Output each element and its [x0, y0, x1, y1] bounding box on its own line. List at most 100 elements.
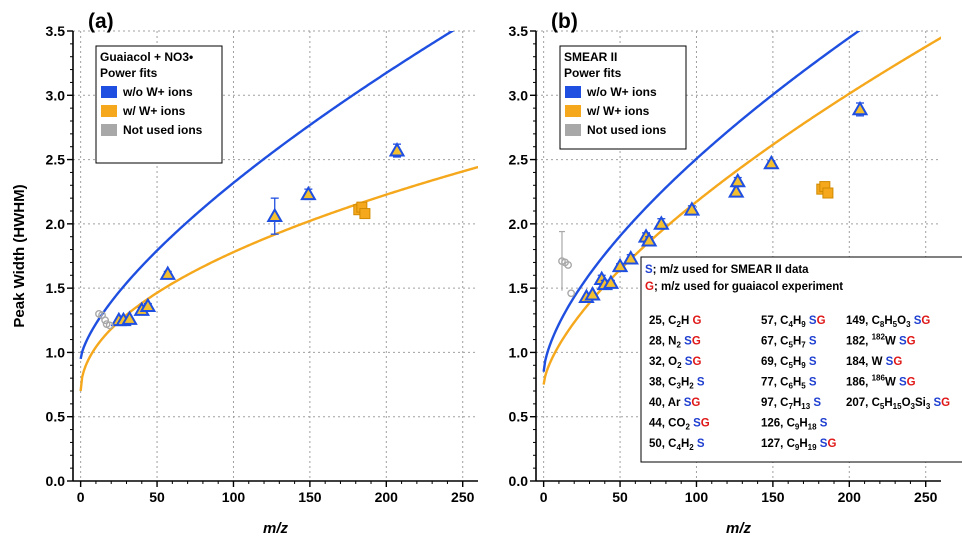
- text-run: S: [809, 377, 817, 389]
- text-run: O: [902, 397, 911, 409]
- text-run: 4: [789, 320, 794, 329]
- wo-ion-point: [683, 201, 701, 216]
- mz-table-entry: 28, N2 SG: [649, 336, 701, 350]
- text-run: 2: [677, 361, 682, 370]
- text-run: O: [897, 315, 906, 327]
- text-run: S: [809, 315, 817, 327]
- mz-table-entry: 38, C3H2 S: [649, 377, 705, 391]
- text-run: G: [701, 418, 710, 430]
- legend-box: [95, 45, 223, 164]
- panel-label: (a): [88, 10, 114, 33]
- text-run: 2: [689, 382, 694, 391]
- legend-title: Guaiacol + NO3•: [100, 50, 193, 64]
- text-run: G: [921, 315, 930, 327]
- text-run: S: [899, 336, 907, 348]
- text-run: H: [793, 397, 801, 409]
- wo-ion-point: [584, 286, 601, 301]
- text-run: 19: [808, 443, 817, 452]
- text-run: 4: [677, 443, 682, 452]
- text-run: S: [684, 336, 692, 348]
- legend-title: Power fits: [100, 66, 158, 80]
- chart-panel-1: 0 50 100 150 200 250 0.0 0.5 1.0 1.5 2.0 2.5 3.0 3.5 m…: [11, 10, 478, 537]
- x-tick-label: 250: [451, 489, 475, 505]
- wo-ion-point: [602, 274, 620, 289]
- text-run: 3: [926, 402, 931, 411]
- mz-table-entry: 149, C8H5O3 SG: [846, 315, 930, 329]
- y-tick-label: 1.5: [509, 280, 529, 296]
- text-run: H: [681, 377, 689, 389]
- text-run: 8: [880, 320, 885, 329]
- text-run: S: [914, 315, 922, 327]
- wo-ion-point: [622, 250, 639, 265]
- y-tick-label: 3.0: [46, 87, 66, 103]
- text-run: 67, C: [761, 336, 789, 348]
- y-tick-label: 0.5: [509, 409, 529, 425]
- mz-table-entry: 184, W SG: [846, 356, 902, 368]
- y-tick-label: 3.5: [46, 23, 66, 39]
- text-run: S: [697, 377, 705, 389]
- fit-line: [79, 31, 455, 360]
- w-ion-point: [822, 187, 834, 199]
- x-tick-label: 0: [77, 489, 85, 505]
- text-run: 50, C: [649, 438, 677, 450]
- legend-swatch: [565, 105, 581, 117]
- panel-label: (b): [551, 10, 578, 33]
- text-run: S: [645, 264, 653, 276]
- text-run: G: [692, 315, 701, 327]
- y-tick-label: 1.0: [509, 344, 529, 360]
- text-run: 186: [872, 374, 886, 383]
- y-axis-title: Peak Width (HWHM): [11, 184, 28, 327]
- x-tick-label: 100: [685, 489, 709, 505]
- wo-ion-point: [139, 297, 157, 313]
- unused-ion-point: [105, 321, 114, 330]
- legend-entry: Not used ions: [587, 123, 667, 137]
- wo-ion-point: [640, 232, 658, 247]
- x-tick-label: 0: [540, 489, 548, 505]
- text-run: S: [685, 356, 693, 368]
- text-run: 182: [872, 333, 886, 342]
- wo-ion-point: [159, 265, 176, 280]
- text-run: G: [827, 438, 836, 450]
- plot-area: [542, 31, 941, 385]
- mz-table-entry: 25, C2H G: [649, 315, 701, 329]
- text-run: 6: [789, 382, 794, 391]
- text-run: S: [934, 397, 942, 409]
- wo-ion-point: [300, 185, 317, 201]
- x-tick-label: 250: [914, 489, 938, 505]
- mz-table-header: S; m/z used for SMEAR II data: [645, 264, 809, 276]
- text-run: S: [693, 418, 701, 430]
- text-run: 3: [677, 382, 682, 391]
- y-tick-label: 0.5: [46, 409, 66, 425]
- legend-title: SMEAR II: [564, 50, 617, 64]
- mz-table-entry: 32, O2 SG: [649, 356, 701, 370]
- mz-table-entry: 207, C5H15O3Si3 SG: [846, 397, 950, 411]
- text-run: ; m/z used for SMEAR II data: [653, 264, 810, 276]
- text-run: 7: [801, 341, 806, 350]
- text-run: H: [681, 315, 693, 327]
- text-run: W: [885, 336, 899, 348]
- y-tick-label: 0.0: [46, 473, 66, 489]
- text-run: 3: [906, 320, 911, 329]
- plot-area: [79, 31, 478, 392]
- text-run: 38, C: [649, 377, 677, 389]
- text-run: 2: [677, 320, 682, 329]
- text-run: S: [697, 438, 705, 450]
- text-run: G: [907, 336, 916, 348]
- text-run: 3: [911, 402, 916, 411]
- text-run: 7: [789, 402, 794, 411]
- legend: SMEAR II Power fits w/o W+ ions w/ W+ ions N…: [559, 45, 687, 150]
- text-run: 97, C: [761, 397, 789, 409]
- mz-table-entry: 127, C9H19 SG: [761, 438, 836, 452]
- x-tick-label: 100: [222, 489, 246, 505]
- legend-swatch: [101, 86, 117, 98]
- mz-table-entry: 186, 186W SG: [846, 374, 916, 389]
- legend-title: Power fits: [564, 66, 622, 80]
- text-run: 2: [685, 423, 690, 432]
- fit-line: [542, 31, 861, 372]
- text-run: S: [899, 377, 907, 389]
- text-run: H: [793, 377, 801, 389]
- text-run: 127, C: [761, 438, 795, 450]
- text-run: H: [793, 356, 801, 368]
- w-ion-point: [359, 208, 371, 220]
